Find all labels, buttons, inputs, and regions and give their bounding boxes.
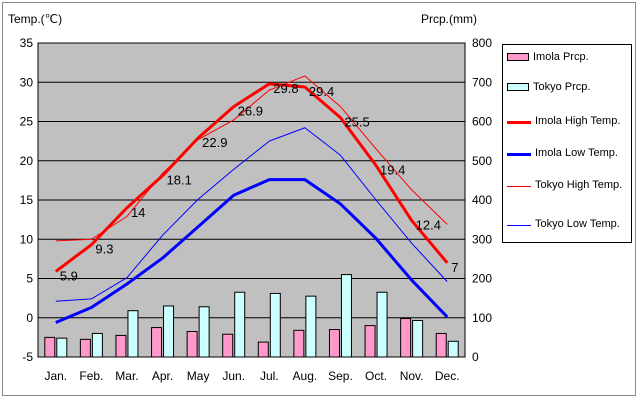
legend-item: Imola Low Temp. (507, 147, 631, 160)
bar-imola-prcp (364, 325, 376, 358)
x-tick-label: Mar. (115, 369, 138, 383)
bar-imola-prcp (328, 329, 340, 358)
legend-swatch (507, 53, 529, 61)
data-label: 22.9 (202, 135, 227, 150)
bar-imola-prcp (44, 336, 56, 358)
data-label: 18.1 (167, 173, 192, 188)
data-label: 9.3 (95, 242, 113, 257)
legend-label: Tokyo Prcp. (533, 81, 591, 93)
right-tick-label: 300 (472, 232, 492, 246)
right-tick-label: 600 (472, 115, 492, 129)
bar-tokyo-prcp (340, 274, 352, 358)
right-tick-label: 800 (472, 36, 492, 50)
x-tick-label: Aug. (293, 369, 318, 383)
right-tick-label: 200 (472, 272, 492, 286)
bar-tokyo-prcp (91, 332, 103, 358)
right-axis-label: Prcp.(mm) (421, 12, 477, 26)
x-tick-label: Apr. (152, 369, 173, 383)
left-axis-label: Temp.(℃) (8, 12, 62, 26)
left-tick-label: 35 (20, 36, 34, 50)
bar-tokyo-prcp (269, 292, 281, 358)
legend-line (507, 185, 531, 187)
data-label: 7 (451, 260, 458, 275)
chart-frame (2, 2, 636, 396)
bar-imola-prcp (222, 333, 234, 358)
bar-tokyo-prcp (163, 305, 175, 358)
legend: Imola Prcp. Tokyo Prcp. Imola High Temp. Im… (502, 44, 632, 243)
plot-border (37, 42, 466, 358)
legend-line (507, 152, 531, 156)
legend-label: Tokyo Low Temp. (535, 218, 620, 230)
bar-imola-prcp (79, 338, 91, 358)
left-tick-label: 20 (20, 154, 34, 168)
legend-item: Tokyo Prcp. (507, 81, 631, 94)
bar-tokyo-prcp (305, 295, 317, 358)
bar-imola-prcp (151, 327, 163, 358)
bar-tokyo-prcp (127, 310, 139, 358)
right-tick-label: 0 (472, 350, 479, 364)
bar-imola-prcp (115, 334, 127, 358)
left-tick-label: 25 (20, 115, 34, 129)
bar-tokyo-prcp (376, 291, 388, 358)
legend-label: Imola Prcp. (533, 51, 589, 63)
line-tokyo-low-temp (55, 127, 448, 302)
left-tick-label: -5 (22, 350, 33, 364)
x-tick-label: Dec. (435, 369, 460, 383)
x-tick-label: Feb. (79, 369, 103, 383)
data-label: 29.4 (309, 84, 334, 99)
right-tick-label: 500 (472, 154, 492, 168)
line-imola-high-temp (54, 82, 449, 273)
legend-label: Imola High Temp. (535, 115, 621, 127)
bar-tokyo-prcp (198, 306, 210, 358)
left-tick-label: 10 (20, 232, 34, 246)
legend-line (507, 120, 531, 124)
bar-imola-prcp (293, 329, 305, 358)
bar-imola-prcp (435, 332, 447, 358)
left-tick-label: 15 (20, 193, 34, 207)
bar-tokyo-prcp (447, 340, 459, 358)
line-imola-low-temp (55, 178, 449, 324)
data-label: 25.5 (344, 115, 369, 130)
data-label: 29.8 (273, 81, 298, 96)
left-tick-label: 0 (26, 311, 33, 325)
bar-imola-prcp (257, 341, 269, 358)
legend-item: Tokyo High Temp. (507, 179, 631, 192)
bar-imola-prcp (186, 330, 198, 358)
right-tick-label: 700 (472, 75, 492, 89)
data-label: 26.9 (238, 104, 263, 119)
data-label: 12.4 (416, 217, 441, 232)
legend-label: Imola Low Temp. (535, 147, 618, 159)
x-tick-label: Jul. (260, 369, 279, 383)
bar-tokyo-prcp (56, 337, 68, 358)
left-tick-label: 30 (20, 75, 34, 89)
left-tick-label: 5 (26, 272, 33, 286)
bar-tokyo-prcp (412, 319, 424, 358)
right-tick-label: 400 (472, 193, 492, 207)
legend-item: Imola Prcp. (507, 51, 631, 64)
line-tokyo-high-temp (55, 75, 448, 242)
x-tick-label: Jan. (44, 369, 67, 383)
x-tick-label: Oct. (365, 369, 387, 383)
x-tick-label: Sep. (328, 369, 353, 383)
legend-swatch (507, 83, 529, 91)
data-label: 19.4 (380, 162, 405, 177)
data-label: 14 (131, 205, 145, 220)
right-tick-label: 100 (472, 311, 492, 325)
bar-tokyo-prcp (234, 291, 246, 358)
x-tick-label: Nov. (400, 369, 424, 383)
legend-item: Tokyo Low Temp. (507, 218, 631, 231)
legend-item: Imola High Temp. (507, 115, 631, 128)
x-tick-label: May (187, 369, 210, 383)
legend-line (507, 224, 531, 226)
bar-imola-prcp (400, 318, 412, 358)
data-label: 5.9 (60, 268, 78, 283)
legend-label: Tokyo High Temp. (535, 179, 623, 191)
x-tick-label: Jun. (222, 369, 245, 383)
